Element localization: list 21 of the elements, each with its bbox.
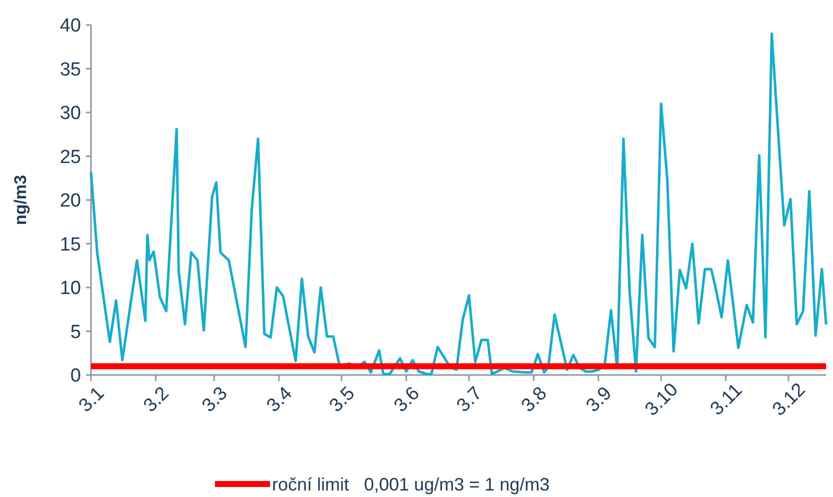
legend-label: roční limit 0,001 ug/m3 = 1 ng/m3: [272, 474, 550, 494]
y-tick-label: 25: [60, 146, 81, 168]
y-tick-label: 35: [60, 59, 81, 80]
x-tick-label: 3.12: [768, 379, 810, 420]
x-tick-label: 3.3: [198, 383, 232, 417]
x-tick-label: 3.8: [518, 383, 552, 417]
y-tick-label: 10: [60, 278, 81, 300]
x-tick-label: 3.6: [390, 383, 424, 417]
y-tick-label: 20: [60, 190, 81, 212]
y-tick-label: 30: [60, 103, 81, 124]
x-tick-label: 3.7: [452, 383, 487, 417]
x-tick-label: 3.2: [140, 383, 174, 417]
x-tick-label: 3.5: [326, 383, 360, 417]
y-axis-title: ng/m3: [11, 174, 30, 226]
x-tick-label: 3.9: [582, 383, 616, 417]
x-tick-label: 3.4: [262, 382, 297, 417]
y-tick-label: 5: [70, 322, 81, 343]
x-tick-label: 3.11: [706, 380, 747, 420]
y-tick-label: 15: [60, 234, 81, 256]
x-tick-label: 3.10: [641, 379, 682, 420]
y-tick-label: 40: [60, 16, 81, 37]
